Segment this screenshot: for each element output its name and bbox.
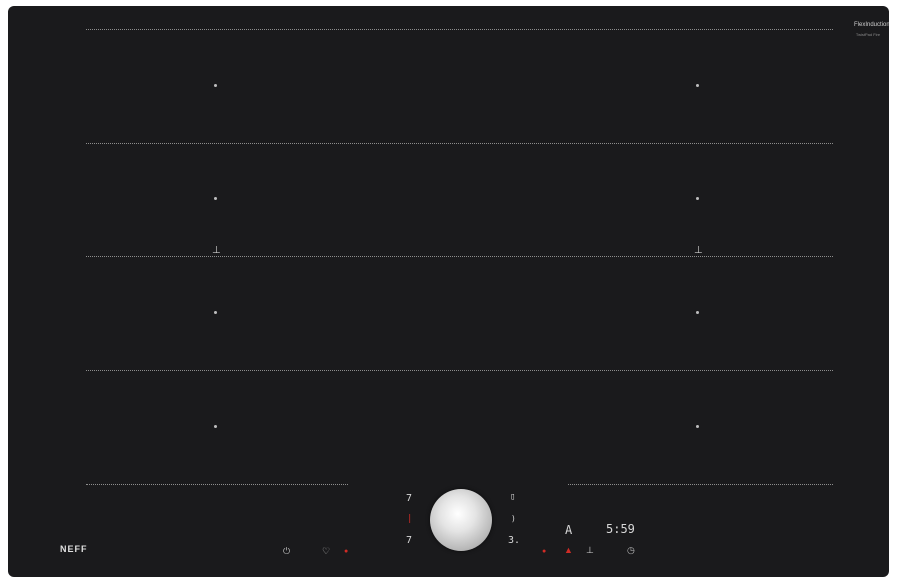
red-triangle-icon[interactable]: ▲ (564, 545, 573, 555)
power-icon[interactable]: ⏻ (283, 546, 291, 556)
timer-icon[interactable]: ◷ (627, 545, 635, 555)
zone-symbol-top[interactable]: ▯ (510, 492, 516, 502)
brand-logo: NEFF (60, 544, 88, 554)
zone-divider-line (86, 256, 833, 257)
timer-display: 5:59 (606, 522, 635, 536)
zone-divider-line (86, 484, 348, 485)
zone-marker (214, 311, 217, 314)
red-dot-indicator: ● (344, 548, 349, 555)
zone-marker (214, 425, 217, 428)
zone-divider-line (86, 370, 833, 371)
badge-line-2: TwistPad Fire (855, 32, 881, 37)
zone-marker (696, 197, 699, 200)
flex-zone-icon: ⊥ (694, 245, 703, 256)
zone-symbol-mid[interactable]: ) (511, 514, 516, 523)
zone-divider-line (568, 484, 833, 485)
zone-marker (214, 197, 217, 200)
flex-zone-icon: ⊥ (212, 245, 221, 256)
zone-symbol-bottom[interactable]: 3. (508, 535, 521, 546)
zone-divider-line (86, 29, 833, 30)
cooktop-surface: ⊥ ⊥ FlexInduction TwistPad Fire 7 | 7 ▯ … (8, 6, 889, 577)
red-dot-indicator: ● (542, 548, 547, 555)
zone-level-top[interactable]: 7 (406, 493, 413, 504)
feature-badge: FlexInduction TwistPad Fire (854, 22, 889, 38)
zone-marker (696, 425, 699, 428)
zone-divider-line (86, 143, 833, 144)
zone-marker (214, 84, 217, 87)
zone-level-bottom[interactable]: 7 (406, 535, 413, 546)
power-display: A (565, 523, 573, 537)
zone-marker (696, 84, 699, 87)
twist-knob[interactable] (430, 489, 492, 551)
badge-line-1: FlexInduction (854, 22, 889, 28)
zone-marker (696, 311, 699, 314)
zone-active-indicator: | (407, 514, 413, 524)
heart-icon[interactable]: ♡ (322, 546, 331, 556)
flex-zone-icon[interactable]: ⊥ (586, 545, 594, 555)
